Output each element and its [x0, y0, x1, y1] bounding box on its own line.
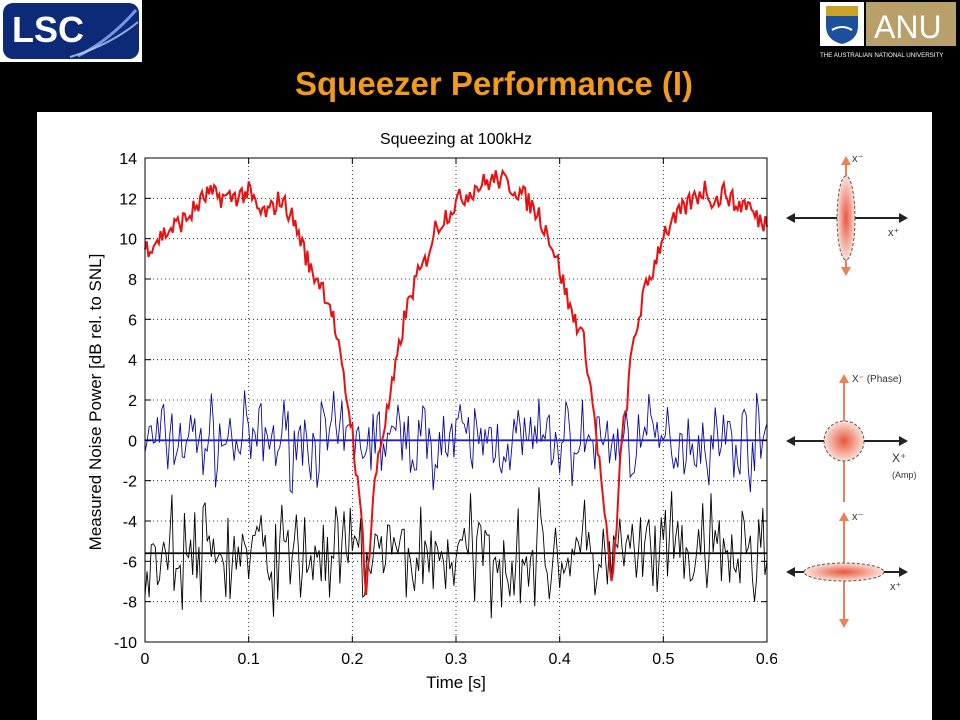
- y-tick-label: 10: [119, 232, 137, 249]
- x-tick-label: 0.4: [549, 651, 571, 668]
- y-tick-label: 4: [128, 353, 137, 370]
- y-tick-label: -10: [114, 635, 137, 652]
- y-tick-label: 6: [128, 312, 137, 329]
- y-tick-label: 12: [119, 191, 137, 208]
- x-tick-label: 0.1: [238, 651, 260, 668]
- y-tick-label: 2: [128, 393, 137, 410]
- x-tick-label: 0.3: [445, 651, 467, 668]
- x-tick-label: 0.2: [341, 651, 363, 668]
- y-tick-label: -6: [123, 554, 137, 571]
- x-tick-label: 0: [141, 651, 150, 668]
- y-tick-label: 8: [128, 272, 137, 289]
- lsc-logo-text: LSC: [12, 9, 84, 50]
- x-axis-label: Time [s]: [426, 673, 486, 692]
- series-2-line: [144, 487, 768, 619]
- diagram-axis-top: x⁻: [852, 511, 864, 523]
- diagram-axis-top: X⁻ (Phase): [852, 374, 902, 385]
- x-tick-label: 0.5: [652, 651, 674, 668]
- anu-university-text: THE AUSTRALIAN NATIONAL UNIVERSITY: [820, 52, 943, 59]
- y-axis-label: Measured Noise Power [dB rel. to SNL]: [86, 254, 105, 551]
- x-tick-label: 0.6: [756, 651, 777, 668]
- lsc-logo: LSC: [0, 0, 142, 62]
- diagram-axis-right: X⁺: [892, 451, 906, 465]
- phase-squeezed-diagram: x⁻ x⁺: [786, 153, 908, 276]
- y-tick-label: 14: [119, 151, 137, 168]
- series-0-line: [144, 168, 768, 596]
- y-tick-label: -2: [123, 474, 137, 491]
- y-tick-label: -8: [123, 595, 137, 612]
- slide-title: Squeezer Performance (I): [295, 65, 693, 102]
- diagram-axis-right-sub: (Amp): [892, 470, 917, 480]
- diagram-axis-right: x⁺: [888, 227, 900, 239]
- anu-logo: ANU THE AUSTRALIAN NATIONAL UNIVERSITY: [818, 0, 960, 62]
- diagram-axis-top: x⁻: [852, 153, 864, 165]
- anu-logo-text: ANU: [874, 9, 942, 45]
- y-tick-label: -4: [123, 514, 137, 531]
- amplitude-squeezed-diagram: x⁻ x⁺: [786, 511, 908, 628]
- chart-title: Squeezing at 100kHz: [380, 131, 532, 148]
- diagram-axis-right: x⁺: [890, 581, 902, 593]
- y-tick-label: 0: [128, 433, 137, 450]
- vacuum-state-diagram: X⁻ (Phase) X⁺ (Amp): [786, 374, 917, 502]
- noise-power-chart: 0 0.1 0.2 0.3 0.4 0.5 0.6 -10 -8 -6 -4 -2 0 2 4 6 8 10 12 1…: [86, 131, 777, 692]
